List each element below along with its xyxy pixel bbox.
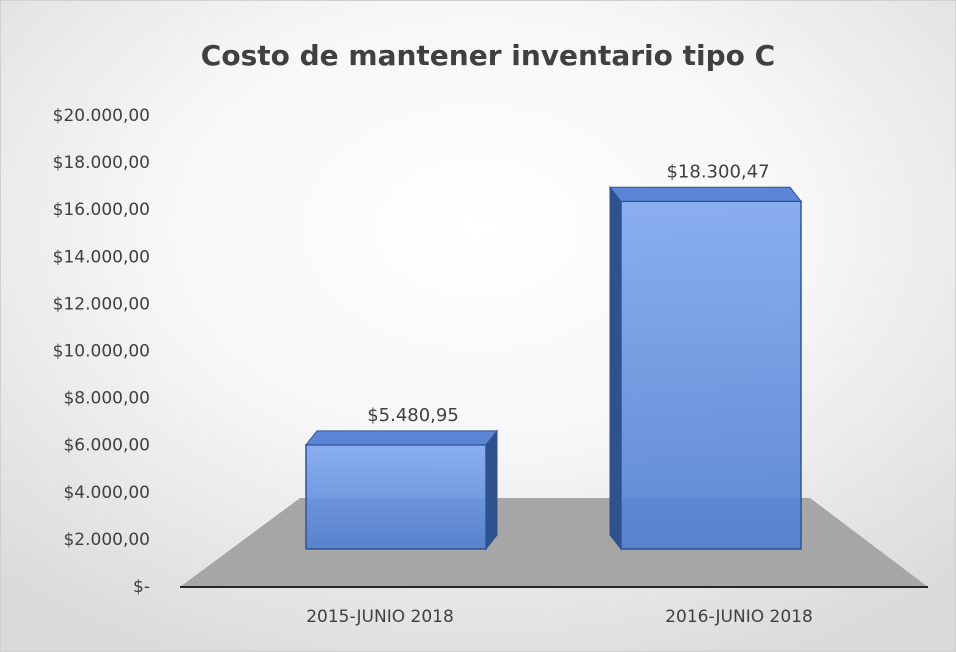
chart-title: Costo de mantener inventario tipo C xyxy=(201,39,775,72)
bar-side xyxy=(485,429,498,551)
bar-front xyxy=(305,444,487,550)
y-tick-label: $18.000,00 xyxy=(53,153,150,173)
y-tick-label: $20.000,00 xyxy=(53,106,150,126)
y-tick-label: $16.000,00 xyxy=(53,200,150,220)
y-tick-label: $8.000,00 xyxy=(63,389,150,409)
x-tick-label: 2015-JUNIO 2018 xyxy=(306,607,454,627)
y-tick-label: $2.000,00 xyxy=(63,530,150,550)
data-label: $18.300,47 xyxy=(666,161,769,182)
bar xyxy=(608,185,803,551)
bar xyxy=(304,429,499,551)
y-tick-label: $12.000,00 xyxy=(53,294,150,314)
y-tick-label: $14.000,00 xyxy=(53,247,150,267)
bar-front xyxy=(620,200,802,550)
bar-top xyxy=(608,186,803,202)
y-tick-label: $- xyxy=(133,577,150,597)
floor xyxy=(180,498,928,587)
data-label: $5.480,95 xyxy=(367,405,459,426)
bar-top xyxy=(304,430,499,446)
x-tick-label: 2016-JUNIO 2018 xyxy=(665,607,813,627)
y-tick-label: $6.000,00 xyxy=(63,436,150,456)
y-tick-label: $4.000,00 xyxy=(63,483,150,503)
bar-side xyxy=(609,185,622,551)
y-tick-label: $10.000,00 xyxy=(53,342,150,362)
